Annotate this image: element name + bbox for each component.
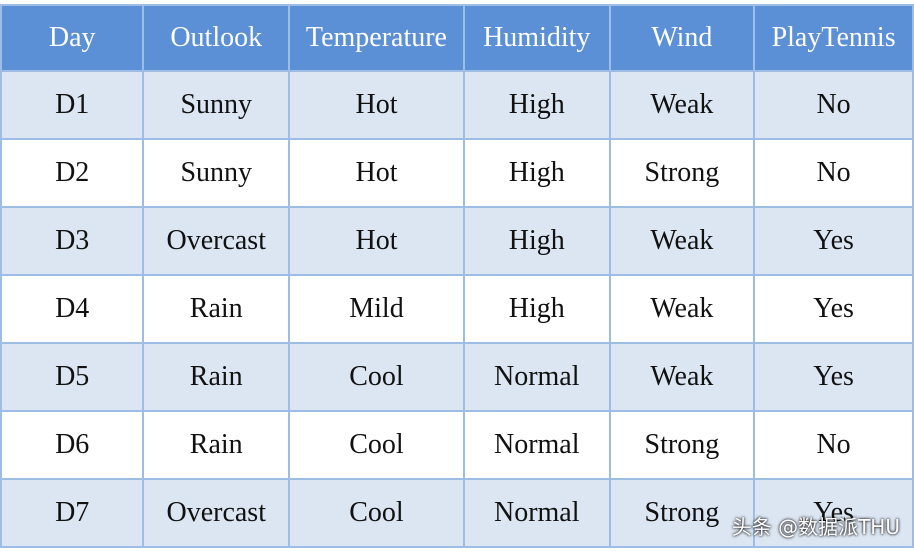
- table-cell: Weak: [608, 70, 756, 140]
- table-row: D3 Overcast Hot High Weak Yes: [0, 206, 914, 276]
- table-cell: Hot: [288, 206, 465, 276]
- header-cell: Humidity: [462, 4, 611, 72]
- table-cell: High: [462, 274, 611, 344]
- table-row: D5 Rain Cool Normal Weak Yes: [0, 342, 914, 412]
- table-row: D7 Overcast Cool Normal Strong Yes: [0, 478, 914, 548]
- table-cell: Normal: [462, 478, 611, 548]
- table-cell: No: [753, 70, 914, 140]
- header-cell: Day: [0, 4, 145, 72]
- header-cell: Outlook: [142, 4, 291, 72]
- header-cell: PlayTennis: [753, 4, 914, 72]
- table-cell: D5: [0, 342, 145, 412]
- table-cell: Normal: [462, 410, 611, 480]
- table-cell: Weak: [608, 342, 756, 412]
- table-cell: Overcast: [142, 206, 291, 276]
- table-cell: High: [462, 70, 611, 140]
- table-cell: Rain: [142, 274, 291, 344]
- table-cell: Overcast: [142, 478, 291, 548]
- table-cell: D7: [0, 478, 145, 548]
- table-cell: Hot: [288, 70, 465, 140]
- watermark: 头条 @数据派THU: [731, 515, 900, 539]
- table-cell: Strong: [608, 138, 756, 208]
- table-row: D1 Sunny Hot High Weak No: [0, 70, 914, 140]
- table-row: D2 Sunny Hot High Strong No: [0, 138, 914, 208]
- table-cell: Yes: [753, 274, 914, 344]
- table-cell: Rain: [142, 342, 291, 412]
- table-cell: Yes: [753, 478, 914, 548]
- table-cell: Sunny: [142, 138, 291, 208]
- table-cell: Weak: [608, 206, 756, 276]
- table-cell: Cool: [288, 342, 465, 412]
- table-row: D6 Rain Cool Normal Strong No: [0, 410, 914, 480]
- table-cell: Mild: [288, 274, 465, 344]
- table-cell: Weak: [608, 274, 756, 344]
- table-cell: Strong: [608, 478, 756, 548]
- table-cell: High: [462, 206, 611, 276]
- table-cell: D6: [0, 410, 145, 480]
- table-cell: No: [753, 138, 914, 208]
- table-cell: Normal: [462, 342, 611, 412]
- table-row: D4 Rain Mild High Weak Yes: [0, 274, 914, 344]
- header-row: Day Outlook Temperature Humidity Wind PlayTen…: [0, 4, 914, 72]
- table-cell: Hot: [288, 138, 465, 208]
- header-cell: Wind: [608, 4, 756, 72]
- table-cell: D2: [0, 138, 145, 208]
- table-cell: D3: [0, 206, 145, 276]
- table-cell: High: [462, 138, 611, 208]
- table-cell: D1: [0, 70, 145, 140]
- header-cell: Temperature: [288, 4, 465, 72]
- table-cell: Sunny: [142, 70, 291, 140]
- table-cell: Cool: [288, 478, 465, 548]
- data-table: Day Outlook Temperature Humidity Wind PlayTen…: [0, 4, 914, 548]
- table-cell: No: [753, 410, 914, 480]
- table-cell: Strong: [608, 410, 756, 480]
- table-cell: Yes: [753, 206, 914, 276]
- table-cell: Rain: [142, 410, 291, 480]
- table-cell: Cool: [288, 410, 465, 480]
- table-cell: D4: [0, 274, 145, 344]
- table-cell: Yes: [753, 342, 914, 412]
